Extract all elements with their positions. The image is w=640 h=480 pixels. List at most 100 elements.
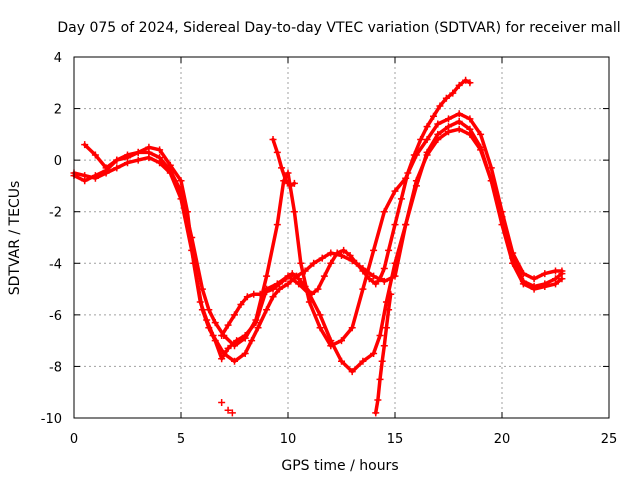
data-point: [348, 324, 356, 332]
data-point: [455, 117, 463, 125]
data-point: [487, 164, 495, 172]
data-point: [378, 357, 386, 365]
data-point: [209, 331, 217, 339]
series-trace: [72, 111, 564, 348]
data-point: [380, 208, 388, 216]
x-tick-label: 10: [280, 432, 297, 447]
y-tick-label: -8: [49, 360, 62, 375]
data-point: [466, 79, 474, 87]
series-track-e: [269, 136, 298, 190]
data-point: [190, 259, 198, 267]
y-tick-label: -6: [49, 309, 62, 324]
data-point: [275, 280, 283, 288]
data-point: [385, 246, 393, 254]
data-point: [445, 128, 452, 136]
data-point: [316, 311, 324, 319]
data-point: [391, 221, 399, 229]
data-point: [530, 275, 538, 283]
data-point: [295, 275, 303, 283]
data-point: [316, 324, 324, 332]
data-point: [81, 141, 89, 149]
series-track-c: [81, 125, 566, 365]
y-tick-label: -10: [41, 412, 62, 427]
data-point: [423, 136, 431, 144]
data-point: [338, 337, 345, 345]
data-point: [519, 277, 527, 285]
data-point: [231, 357, 238, 365]
data-point: [374, 396, 382, 404]
data-point: [391, 187, 399, 195]
data-point: [380, 277, 388, 285]
data-point: [301, 267, 309, 275]
data-point: [218, 399, 226, 407]
data-point: [205, 306, 213, 314]
y-tick-label: 4: [54, 51, 62, 66]
data-point: [203, 316, 211, 324]
data-point: [166, 161, 174, 169]
data-point: [445, 115, 452, 123]
data-point: [243, 293, 251, 301]
data-point: [113, 156, 121, 164]
data-point: [372, 409, 380, 417]
data-point: [220, 350, 228, 358]
data-point: [466, 115, 474, 123]
data-point: [376, 331, 384, 339]
data-point: [338, 357, 345, 365]
data-point: [284, 280, 292, 288]
x-tick-label: 20: [494, 432, 511, 447]
x-tick-label: 0: [70, 432, 78, 447]
data-point: [290, 208, 298, 216]
data-point: [134, 148, 142, 156]
data-point: [256, 290, 264, 298]
data-point: [156, 146, 164, 154]
data-point: [183, 208, 191, 216]
data-point: [359, 357, 367, 365]
data-point: [376, 275, 384, 283]
data-point: [241, 334, 249, 342]
data-point: [305, 298, 313, 306]
data-point: [327, 342, 335, 350]
data-point: [231, 342, 238, 350]
data-point: [273, 221, 281, 229]
y-tick-label: -2: [49, 206, 62, 221]
data-point: [198, 285, 206, 293]
data-point: [284, 169, 292, 177]
data-point: [387, 290, 395, 298]
data-point: [224, 344, 232, 352]
data-point: [380, 264, 388, 272]
data-point: [370, 272, 378, 280]
data-point: [81, 177, 89, 185]
data-point: [385, 306, 393, 314]
data-point: [434, 120, 442, 128]
data-point: [552, 267, 559, 275]
data-point: [430, 112, 438, 120]
x-tick-label: 5: [177, 432, 185, 447]
data-point: [288, 270, 296, 278]
data-point: [310, 259, 318, 267]
data-point: [218, 331, 226, 339]
data-point: [558, 270, 566, 278]
chart-title: Day 075 of 2024, Sidereal Day-to-day VTE…: [57, 20, 620, 36]
data-point: [391, 272, 399, 280]
data-point: [340, 246, 348, 254]
data-point: [218, 355, 226, 363]
data-point: [352, 259, 360, 267]
data-point: [541, 280, 549, 288]
data-point: [91, 151, 99, 159]
data-point: [436, 102, 444, 110]
data-point: [286, 182, 294, 190]
data-point: [434, 136, 442, 144]
data-point: [423, 151, 431, 159]
data-point: [423, 123, 431, 131]
data-point: [382, 324, 390, 332]
data-point: [442, 94, 450, 102]
plot-frame: [73, 56, 610, 419]
data-point: [370, 350, 378, 358]
data-point: [231, 311, 238, 319]
data-point: [462, 76, 470, 84]
data-point: [449, 89, 457, 97]
data-point: [269, 285, 277, 293]
